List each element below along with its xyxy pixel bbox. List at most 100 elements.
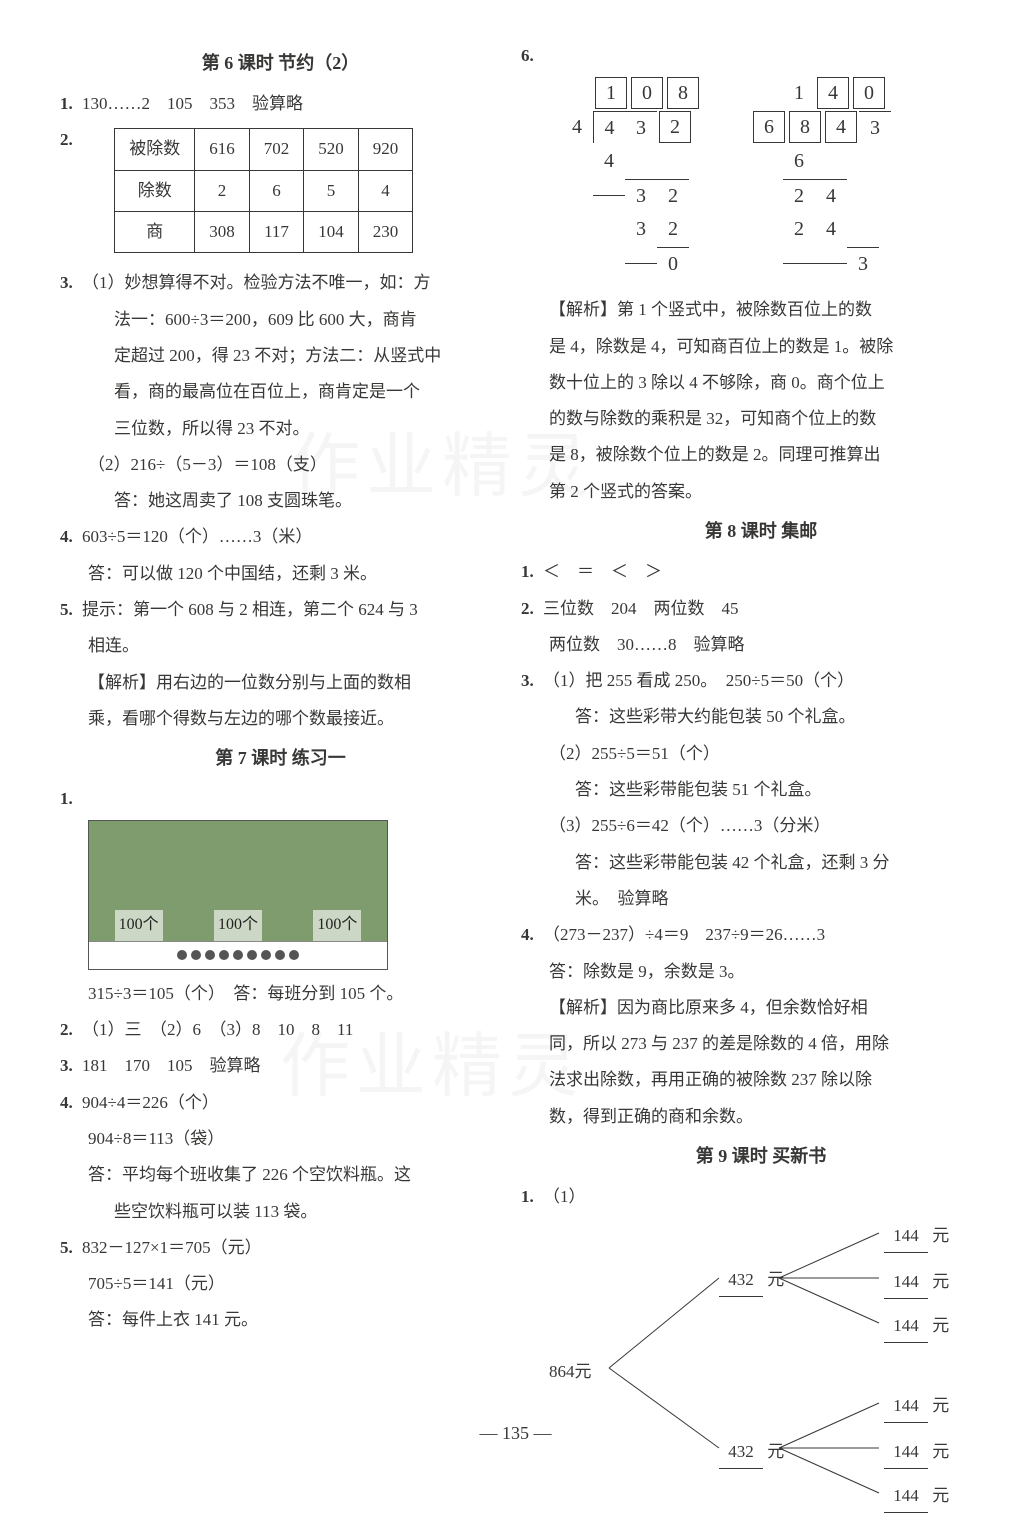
- text: 181 170 105 验算略: [82, 1056, 261, 1075]
- cell: 6: [249, 170, 304, 211]
- q4c-l4: 同，所以 273 与 237 的差是除数的 4 倍，用除: [521, 1028, 1001, 1060]
- text: 三位数 204 两位数 45: [543, 599, 739, 618]
- cell: 616: [195, 129, 250, 170]
- unit: 元: [932, 1316, 949, 1335]
- unit: 元: [932, 1272, 949, 1291]
- section-9-part-b: 买新书: [772, 1146, 826, 1166]
- step: 2: [657, 179, 689, 211]
- q6: 6.: [521, 40, 1001, 72]
- q4b-l2: 904÷8＝113（袋）: [60, 1123, 501, 1155]
- q4b-l4: 些空饮料瓶可以装 113 袋。: [60, 1196, 501, 1228]
- text: 904÷4＝226（个）: [82, 1093, 219, 1112]
- q5-l2: 相连。: [60, 630, 501, 662]
- q4c-l3: 【解析】因为商比原来多 4，但余数恰好相: [521, 992, 1001, 1024]
- cell: 520: [304, 129, 359, 170]
- q1b-image: 100个 100个 100个: [88, 820, 388, 970]
- cap: 100个: [214, 910, 262, 940]
- cap: 100个: [115, 910, 163, 940]
- q-digit: 1: [595, 77, 627, 109]
- text: （1）: [543, 1187, 586, 1206]
- q3-l2: 法一：600÷3＝200，609 比 600 大，商肯: [60, 304, 501, 336]
- cell: 除数: [115, 170, 195, 211]
- q3c-l3: （2）255÷5＝51（个）: [521, 738, 1001, 770]
- section-8-part-b: 集邮: [781, 521, 817, 541]
- divisor: 6: [753, 111, 785, 143]
- long-division-pair: 1 0 8 4 4 3 2 4 32 32 0 1: [521, 76, 1001, 280]
- q6-a2: 是 4，除数是 4，可知商百位上的数是 1。被除: [521, 331, 1001, 363]
- q3-l5: 三位数，所以得 23 不对。: [60, 413, 501, 445]
- d-digit: 4: [593, 111, 625, 143]
- d-digit: 4: [825, 111, 857, 143]
- d-digit: 3: [859, 111, 891, 143]
- long-division-2: 1 4 0 6 8 4 3 6 24 24 3: [751, 76, 891, 280]
- q1c: 1.＜ ＝ ＜ ＞: [521, 556, 1001, 588]
- q3-l3: 定超过 200，得 23 不对；方法二：从竖式中: [60, 340, 501, 372]
- q1-text: 130……2 105 353 验算略: [82, 94, 303, 113]
- q4-l2: 答：可以做 120 个中国结，还剩 3 米。: [60, 558, 501, 590]
- step: 4: [593, 145, 625, 177]
- q1b: 1.: [60, 783, 501, 815]
- section-8-part-a: 第 8 课时: [705, 521, 777, 541]
- q3c-l5: （3）255÷6＝42（个）……3（分米）: [521, 810, 1001, 842]
- q3c-l6: 答：这些彩带能包装 42 个礼盒，还剩 3 分: [521, 847, 1001, 879]
- text: 提示：第一个 608 与 2 相连，第二个 624 与 3: [82, 600, 418, 619]
- cell: 104: [304, 212, 359, 253]
- step: 0: [657, 247, 689, 279]
- q-digit: 8: [667, 77, 699, 109]
- unit: 元: [932, 1226, 949, 1245]
- text: 603÷5＝120（个）……3（米）: [82, 527, 312, 546]
- q5b-l2: 705÷5＝141（元）: [60, 1268, 501, 1300]
- q3b: 3.181 170 105 验算略: [60, 1050, 501, 1082]
- q1d: 1.（1）: [521, 1181, 1001, 1213]
- section-8-heading: 第 8 课时 集邮: [521, 514, 1001, 548]
- right-column: 6. 1 0 8 4 4 3 2 4 32 32 0: [511, 40, 1001, 1518]
- section-9-heading: 第 9 课时 买新书: [521, 1139, 1001, 1173]
- q3-l7: 答：她这周卖了 108 支圆珠笔。: [60, 485, 501, 517]
- section-6-part-b: 节约（2）: [278, 53, 359, 73]
- cell: 308: [195, 212, 250, 253]
- q4c-l1: 4.（273－237）÷4＝9 237÷9＝26……3: [521, 919, 1001, 951]
- q2-table: 被除数 616 702 520 920 除数 2 6 5 4 商 308 117: [114, 128, 413, 253]
- text: （1）三 （2）6 （3）8 10 8 11: [82, 1020, 353, 1039]
- text: （1）妙想算得不对。检验方法不唯一，如：方: [82, 273, 431, 292]
- section-6-heading: 第 6 课时 节约（2）: [60, 46, 501, 80]
- q4c-l5: 法求出除数，再用正确的被除数 237 除以除: [521, 1064, 1001, 1096]
- val: 144: [884, 1220, 928, 1253]
- q5b-l1: 5.832－127×1＝705（元）: [60, 1232, 501, 1264]
- step: 4: [815, 179, 847, 211]
- section-9-part-a: 第 9 课时: [696, 1146, 768, 1166]
- q-digit: 0: [631, 77, 663, 109]
- d-digit: 3: [625, 111, 657, 143]
- q5b-l3: 答：每件上衣 141 元。: [60, 1304, 501, 1336]
- q1b-ans: 315÷3＝105（个） 答：每班分到 105 个。: [60, 978, 501, 1010]
- cell: 2: [195, 170, 250, 211]
- q-digit: 1: [783, 77, 815, 109]
- q4c-l2: 答：除数是 9，余数是 3。: [521, 956, 1001, 988]
- section-7-part-b: 练习一: [292, 748, 346, 768]
- q2: 2. 被除数 616 702 520 920 除数 2 6 5 4 商: [60, 124, 501, 263]
- val: 144: [884, 1480, 928, 1513]
- q4b-l3: 答：平均每个班收集了 226 个空饮料瓶。这: [60, 1159, 501, 1191]
- step: 2: [783, 213, 815, 245]
- step: 3: [625, 213, 657, 245]
- cell: 230: [358, 212, 413, 253]
- cell: 商: [115, 212, 195, 253]
- q3c-l7: 米。 验算略: [521, 883, 1001, 915]
- q6-a5: 是 8，被除数个位上的数是 2。同理可推算出: [521, 439, 1001, 471]
- val: 432: [719, 1264, 763, 1297]
- leaf: 144 元: [884, 1480, 949, 1513]
- unit: 元: [932, 1486, 949, 1505]
- cell: 4: [358, 170, 413, 211]
- tree-mid1: 432 元: [719, 1264, 784, 1297]
- cell: 117: [249, 212, 304, 253]
- q4c-l6: 数，得到正确的商和余数。: [521, 1101, 1001, 1133]
- q4-l1: 4.603÷5＝120（个）……3（米）: [60, 521, 501, 553]
- section-7-heading: 第 7 课时 练习一: [60, 741, 501, 775]
- q2b: 2.（1）三 （2）6 （3）8 10 8 11: [60, 1014, 501, 1046]
- q-digit: 4: [817, 77, 849, 109]
- step: 2: [657, 213, 689, 245]
- q-digit: 0: [853, 77, 885, 109]
- step: 3: [625, 179, 657, 211]
- cell: 5: [304, 170, 359, 211]
- text: ＜ ＝ ＜ ＞: [543, 562, 662, 581]
